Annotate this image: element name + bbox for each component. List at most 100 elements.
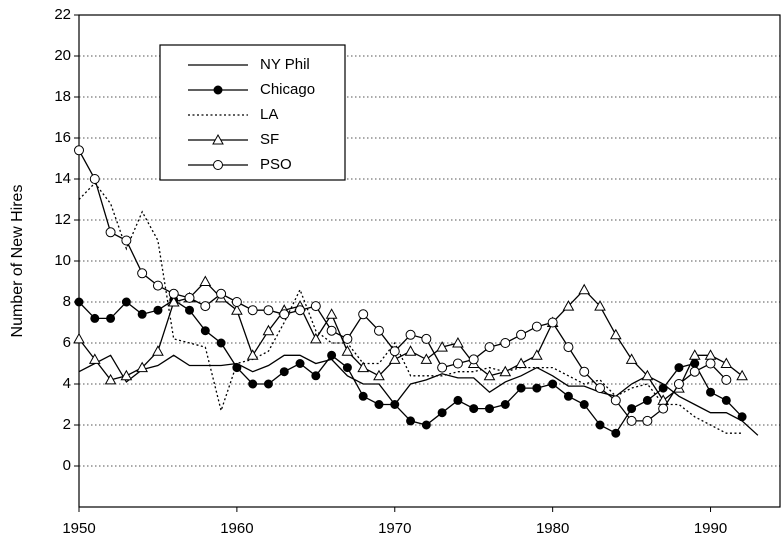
legend-label: LA (260, 106, 278, 123)
point (73, 332, 85, 344)
point (610, 395, 621, 406)
y-tick-label: 12 (54, 211, 71, 228)
series-line (78, 182, 743, 434)
point (200, 301, 211, 312)
point (531, 349, 543, 360)
point (90, 313, 100, 323)
point (213, 160, 223, 170)
point (342, 333, 353, 344)
point (120, 369, 133, 381)
point (420, 353, 433, 364)
point (658, 403, 669, 414)
point (563, 391, 573, 401)
point (168, 288, 179, 299)
point (263, 305, 274, 316)
point (484, 342, 495, 353)
point (404, 345, 417, 356)
point (89, 174, 100, 184)
point (674, 363, 684, 373)
point (499, 365, 512, 377)
point (721, 374, 732, 385)
point (216, 288, 227, 299)
point (563, 342, 574, 353)
point (579, 366, 590, 377)
point (594, 300, 606, 311)
point (358, 309, 369, 320)
point (595, 420, 605, 430)
point (483, 369, 496, 381)
point (705, 358, 716, 369)
point (247, 305, 258, 316)
point (104, 373, 117, 385)
point (421, 420, 431, 430)
y-axis-label: Number of New Hires (9, 185, 26, 338)
point (309, 332, 322, 344)
point (136, 361, 149, 373)
point (152, 280, 163, 291)
legend-label: SF (260, 131, 279, 148)
point (327, 350, 337, 360)
legend-label: PSO (260, 156, 292, 173)
point (516, 329, 527, 340)
point (167, 295, 180, 307)
y-tick-label: 16 (54, 129, 71, 146)
point (121, 235, 132, 246)
point (627, 404, 637, 414)
y-tick-label: 0 (63, 457, 71, 474)
legend-label: NY Phil (260, 56, 310, 73)
legend-label: Chicago (260, 81, 315, 98)
y-tick-label: 18 (54, 88, 71, 105)
x-tick-label: 1980 (536, 520, 569, 537)
point (325, 308, 338, 319)
point (231, 297, 242, 307)
point (548, 379, 558, 389)
point (216, 338, 226, 348)
point (547, 317, 558, 328)
point (231, 304, 243, 315)
point (595, 383, 606, 394)
point (642, 415, 653, 426)
y-tick-label: 6 (63, 334, 71, 351)
point (436, 341, 448, 352)
point (106, 313, 116, 323)
point (406, 416, 416, 426)
y-tick-label: 14 (54, 170, 71, 187)
point (262, 324, 275, 336)
point (388, 353, 401, 364)
point (295, 305, 306, 316)
point (105, 227, 116, 238)
point (199, 275, 212, 286)
point (342, 363, 352, 373)
series-line (78, 149, 727, 422)
legend-box (159, 44, 346, 181)
point (641, 369, 654, 381)
y-tick-label: 8 (63, 293, 71, 310)
point (357, 361, 370, 373)
point (279, 367, 289, 377)
point (373, 369, 385, 381)
point (310, 301, 321, 312)
point (437, 362, 448, 373)
point (484, 404, 494, 414)
point (579, 400, 589, 409)
point (531, 321, 542, 332)
point (437, 408, 447, 418)
point (405, 329, 416, 340)
point (452, 336, 464, 348)
point (248, 379, 258, 389)
point (626, 415, 637, 426)
point (263, 379, 273, 389)
point (578, 283, 591, 295)
point (373, 325, 384, 336)
point (532, 383, 542, 393)
point (153, 305, 163, 315)
point (341, 345, 354, 356)
series-line (78, 299, 743, 435)
point (374, 400, 384, 409)
point (137, 309, 147, 319)
point (295, 359, 305, 368)
point (200, 326, 210, 336)
point (389, 346, 400, 357)
x-tick-label: 1960 (220, 520, 253, 537)
